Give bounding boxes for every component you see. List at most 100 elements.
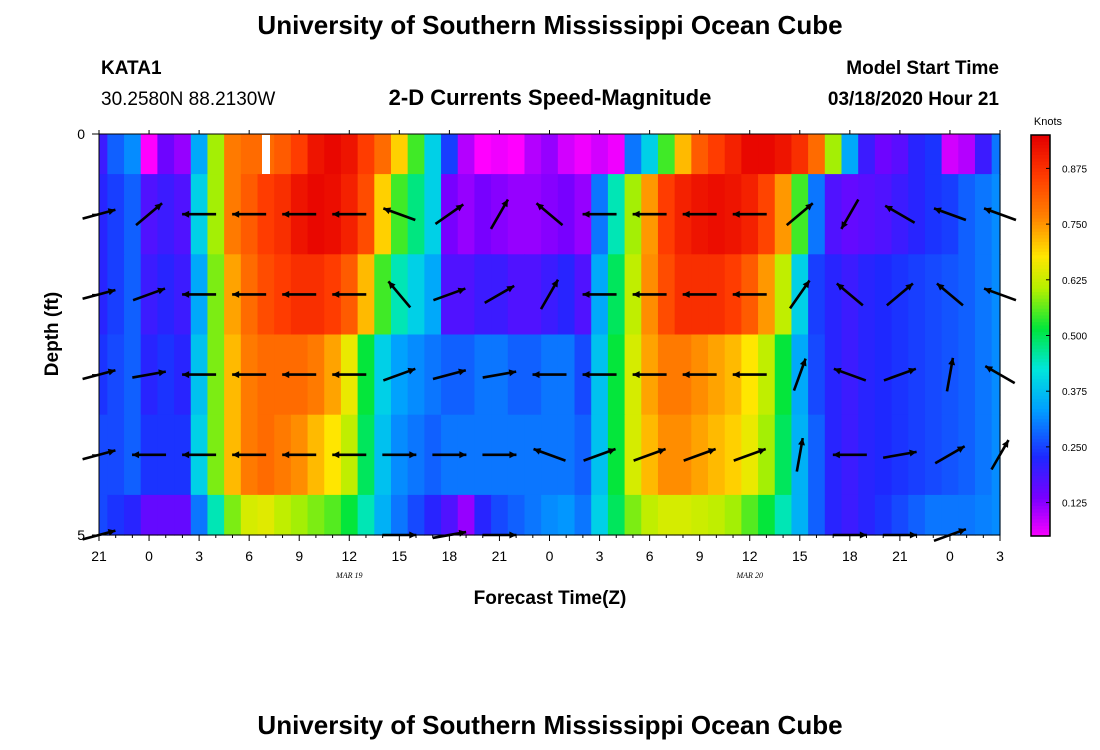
- speed-cell: [958, 174, 976, 255]
- speed-cell: [674, 134, 692, 175]
- current-arrow: [884, 204, 916, 224]
- speed-cell: [240, 134, 259, 175]
- speed-cell: [307, 494, 325, 536]
- speed-cell: [891, 134, 909, 175]
- speed-cell: [824, 494, 843, 536]
- colorbar-swatch: [1031, 322, 1050, 327]
- speed-cell: [874, 334, 893, 416]
- colorbar-tick-label: 0.375: [1062, 387, 1087, 398]
- colorbar-swatch: [1031, 495, 1050, 500]
- colorbar-tick-label: 0.750: [1062, 220, 1087, 231]
- colorbar-swatch: [1031, 225, 1050, 230]
- speed-cell: [441, 134, 459, 175]
- colorbar-swatch: [1031, 168, 1050, 173]
- speed-cell: [808, 174, 826, 255]
- colorbar-swatch: [1031, 422, 1050, 427]
- speed-cell: [524, 174, 542, 255]
- colorbar-swatch: [1031, 205, 1050, 210]
- speed-cell: [357, 134, 375, 175]
- speed-cell: [858, 134, 876, 175]
- speed-cell: [741, 134, 759, 175]
- colorbar-swatch: [1031, 435, 1050, 440]
- colorbar-swatch: [1031, 522, 1050, 527]
- colorbar-swatch: [1031, 515, 1050, 520]
- colorbar-swatch: [1031, 251, 1050, 256]
- speed-cell: [674, 414, 692, 496]
- colorbar-swatch: [1031, 145, 1050, 149]
- current-arrow: [883, 367, 917, 382]
- speed-cell: [541, 134, 559, 175]
- colorbar-swatch: [1031, 218, 1050, 223]
- colorbar-swatch: [1031, 325, 1050, 330]
- colorbar-swatch: [1031, 181, 1050, 186]
- speed-cell: [858, 174, 876, 255]
- current-arrow: [582, 210, 617, 218]
- speed-cell: [474, 134, 492, 175]
- x-tick-label: 12: [742, 548, 758, 564]
- speed-cell: [958, 134, 976, 175]
- speed-cell: [991, 494, 1001, 536]
- current-arrow: [535, 202, 564, 227]
- speed-cell: [507, 174, 526, 255]
- colorbar-swatch: [1031, 268, 1050, 273]
- current-arrow: [382, 451, 417, 459]
- colorbar-swatch: [1031, 248, 1050, 253]
- colorbar-swatch: [1031, 345, 1050, 350]
- x-tick-label: 0: [145, 548, 153, 564]
- speed-cell: [99, 334, 108, 416]
- y-tick-label: 5: [77, 527, 85, 543]
- speed-cell: [224, 494, 242, 536]
- speed-cell: [808, 254, 826, 336]
- y-axis-label: Depth (ft): [42, 292, 63, 376]
- speed-cell: [624, 414, 642, 496]
- speed-cell: [157, 134, 175, 175]
- current-arrow: [532, 371, 567, 379]
- speed-cell: [507, 254, 526, 336]
- current-arrow: [732, 290, 767, 298]
- speed-cell: [724, 134, 742, 175]
- colorbar-swatch: [1031, 185, 1050, 190]
- speed-cell: [424, 174, 442, 255]
- speed-cell: [290, 134, 309, 175]
- colorbar-swatch: [1031, 245, 1050, 250]
- current-arrow: [432, 451, 467, 459]
- current-arrow: [482, 369, 517, 379]
- speed-cell: [174, 494, 192, 536]
- speed-cell: [491, 134, 509, 175]
- speed-cell: [307, 134, 325, 175]
- date-label: MAR 20: [736, 571, 763, 580]
- speed-cell: [908, 494, 926, 536]
- colorbar-swatch: [1031, 502, 1050, 507]
- speed-cell: [607, 414, 626, 496]
- colorbar-swatch: [1031, 255, 1050, 260]
- colorbar-swatch: [1031, 505, 1050, 510]
- colorbar-swatch: [1031, 155, 1050, 159]
- colorbar-swatch: [1031, 459, 1050, 464]
- colorbar-swatch: [1031, 415, 1050, 420]
- speed-cell: [107, 254, 125, 336]
- date-label: MAR 19: [335, 571, 362, 580]
- speed-cell: [974, 134, 993, 175]
- speed-cell: [808, 494, 826, 536]
- colorbar-swatch: [1031, 525, 1050, 530]
- current-arrow: [632, 210, 667, 218]
- colorbar-swatch: [1031, 472, 1050, 477]
- current-arrow: [683, 447, 717, 462]
- speed-cell: [874, 134, 893, 175]
- current-arrow: [382, 207, 416, 222]
- colorbar-swatch: [1031, 465, 1050, 470]
- colorbar-swatch: [1031, 328, 1050, 333]
- speed-cell: [557, 254, 576, 336]
- colorbar-swatch: [1031, 298, 1050, 303]
- current-arrow: [840, 198, 860, 230]
- speed-cell: [507, 134, 526, 175]
- speed-cell: [641, 134, 659, 175]
- speed-cell: [140, 134, 158, 175]
- colorbar-swatch: [1031, 292, 1050, 296]
- colorbar-swatch: [1031, 449, 1050, 454]
- colorbar-swatch: [1031, 395, 1050, 400]
- colorbar-swatch: [1031, 452, 1050, 457]
- speed-cell: [708, 494, 726, 536]
- current-arrow: [833, 367, 867, 382]
- colorbar-swatch: [1031, 382, 1050, 387]
